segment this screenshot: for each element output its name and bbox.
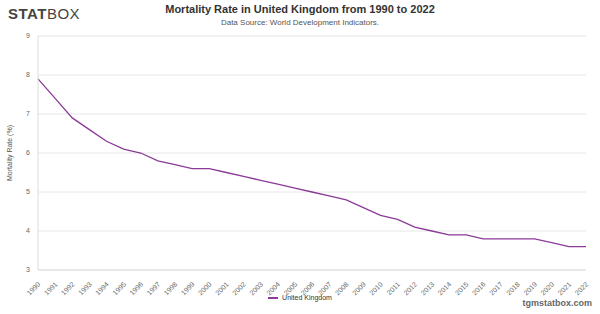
svg-text:2002: 2002 <box>231 281 247 297</box>
svg-text:1997: 1997 <box>145 281 161 297</box>
svg-text:2006: 2006 <box>299 280 316 297</box>
svg-text:2010: 2010 <box>368 281 384 297</box>
svg-text:2001: 2001 <box>214 281 230 297</box>
svg-text:1998: 1998 <box>163 281 179 297</box>
svg-text:2014: 2014 <box>437 281 453 297</box>
svg-text:2005: 2005 <box>282 280 299 297</box>
svg-text:2004: 2004 <box>265 281 281 297</box>
html-text:STAT BOX: STAT BOX <box>8 5 81 22</box>
svg-text:2017: 2017 <box>488 281 504 297</box>
svg-text:1993: 1993 <box>77 281 93 297</box>
svg-text:2008: 2008 <box>334 281 350 297</box>
svg-text:5: 5 <box>26 188 30 195</box>
svg-text:3: 3 <box>26 266 30 273</box>
svg-text:6: 6 <box>26 149 30 156</box>
svg-text:1992: 1992 <box>60 281 76 297</box>
svg-text:2016: 2016 <box>471 281 487 297</box>
svg-text:2007: 2007 <box>316 280 333 297</box>
svg-text:2022: 2022 <box>574 281 590 297</box>
svg-text:1995: 1995 <box>111 281 127 297</box>
svg-text:4: 4 <box>26 227 30 234</box>
html-text:United Kingdom: United Kingdom <box>282 294 332 301</box>
svg-text:2000: 2000 <box>197 281 213 297</box>
html-text:tgmstatbox.com: tgmstatbox.com <box>522 298 592 308</box>
svg-text:9: 9 <box>26 32 30 39</box>
svg-text:2012: 2012 <box>402 281 418 297</box>
svg-text:2003: 2003 <box>248 281 264 297</box>
svg-text:2021: 2021 <box>556 281 572 297</box>
svg-text:1991: 1991 <box>43 281 59 297</box>
svg-text:2015: 2015 <box>454 281 470 297</box>
svg-text:1990: 1990 <box>26 281 42 297</box>
svg-text:2019: 2019 <box>522 281 538 297</box>
svg-text:2011: 2011 <box>386 281 402 297</box>
svg-text:1994: 1994 <box>94 281 110 297</box>
svg-text:2013: 2013 <box>419 281 435 297</box>
svg-text:1999: 1999 <box>180 281 196 297</box>
svg-text:2009: 2009 <box>351 281 367 297</box>
svg-text:Mortality Rate (%): Mortality Rate (%) <box>8 125 14 181</box>
svg-text:8: 8 <box>26 71 30 78</box>
html-text:Mortality Rate in United Kingd: Mortality Rate in United Kingdom from 19… <box>165 3 435 15</box>
svg-text:2018: 2018 <box>505 281 521 297</box>
html-text:Data Source: World Development: Data Source: World Development Indicator… <box>220 18 380 27</box>
svg-text:2020: 2020 <box>539 281 555 297</box>
svg-text:7: 7 <box>26 110 30 117</box>
svg-text:1996: 1996 <box>128 281 144 297</box>
